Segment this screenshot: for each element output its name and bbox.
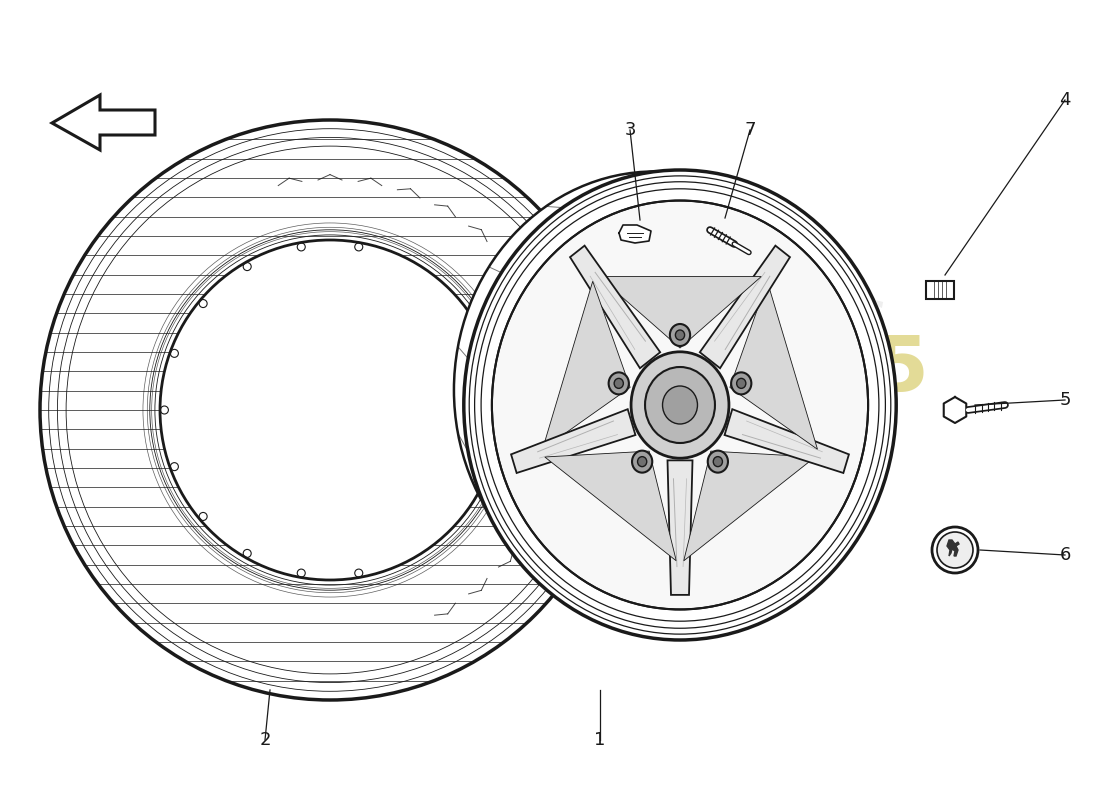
- Ellipse shape: [662, 386, 697, 424]
- Text: o85: o85: [771, 333, 929, 407]
- Polygon shape: [700, 246, 790, 368]
- Text: 3: 3: [625, 121, 636, 139]
- Ellipse shape: [645, 367, 715, 443]
- Ellipse shape: [464, 170, 896, 640]
- Ellipse shape: [608, 372, 629, 394]
- Polygon shape: [725, 409, 849, 473]
- Text: 6: 6: [1059, 546, 1070, 564]
- Ellipse shape: [638, 457, 647, 466]
- Text: elr  arts: elr arts: [615, 286, 884, 354]
- Ellipse shape: [732, 372, 751, 394]
- Polygon shape: [668, 460, 693, 595]
- Ellipse shape: [675, 330, 684, 340]
- Polygon shape: [544, 451, 676, 561]
- Text: 7: 7: [745, 121, 756, 139]
- Text: 2: 2: [260, 731, 271, 749]
- Polygon shape: [512, 409, 636, 473]
- Text: 4: 4: [1059, 91, 1070, 109]
- Circle shape: [932, 527, 978, 573]
- Text: 5: 5: [1059, 391, 1070, 409]
- Ellipse shape: [631, 352, 729, 458]
- Text: elr    arts: elr arts: [122, 239, 498, 321]
- Polygon shape: [684, 451, 815, 561]
- FancyBboxPatch shape: [926, 281, 954, 299]
- Ellipse shape: [707, 450, 728, 473]
- Ellipse shape: [632, 450, 652, 473]
- Ellipse shape: [713, 457, 723, 466]
- Text: a passion for parts: a passion for parts: [205, 322, 536, 458]
- Polygon shape: [542, 282, 630, 450]
- Ellipse shape: [670, 324, 690, 346]
- Polygon shape: [598, 277, 761, 348]
- Polygon shape: [619, 225, 651, 243]
- Ellipse shape: [40, 120, 620, 700]
- Text: 1: 1: [594, 731, 606, 749]
- Polygon shape: [570, 246, 660, 368]
- Polygon shape: [52, 95, 155, 150]
- Ellipse shape: [160, 240, 501, 580]
- Polygon shape: [944, 397, 966, 423]
- Polygon shape: [947, 540, 959, 556]
- Ellipse shape: [614, 378, 624, 388]
- Ellipse shape: [737, 378, 746, 388]
- Circle shape: [937, 532, 974, 568]
- Ellipse shape: [492, 201, 868, 610]
- Ellipse shape: [454, 171, 856, 609]
- Polygon shape: [730, 282, 817, 450]
